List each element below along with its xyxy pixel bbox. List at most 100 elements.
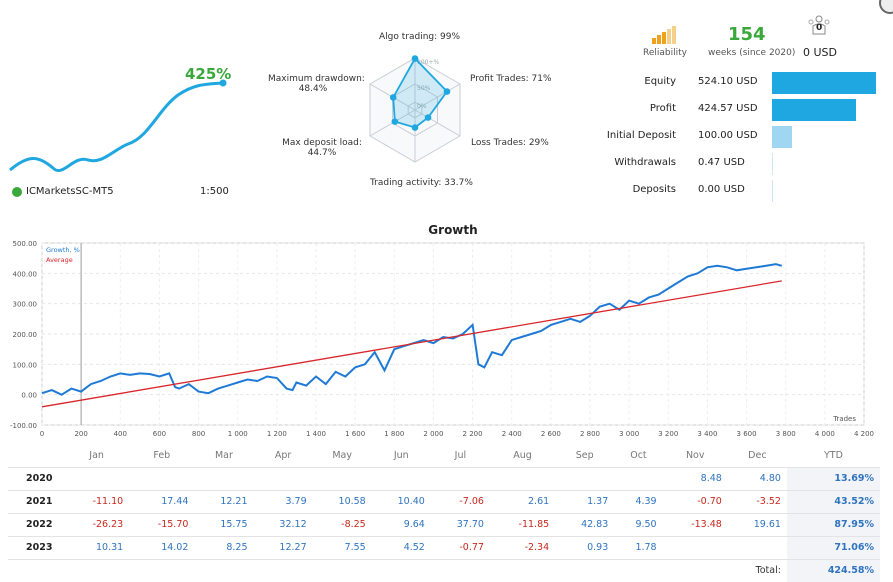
year-cell: 2021: [8, 489, 64, 513]
table-header-row: Jan Feb Mar Apr May Jun Jul Aug Sep Oct Nov Dec YTD: [8, 444, 880, 467]
x-tick-label: 4 000: [815, 430, 835, 438]
month-cell: [430, 466, 490, 490]
y-tick-label: 0.00: [21, 392, 37, 400]
monthly-returns-table: Jan Feb Mar Apr May Jun Jul Aug Sep Oct Nov Dec YTD 2…: [8, 444, 880, 582]
month-cell: 10.58: [312, 489, 372, 513]
stat-value: 100.00 USD: [698, 130, 758, 141]
month-cell: 10.40: [371, 489, 431, 513]
column-header: Feb: [153, 449, 171, 461]
y-tick-label: -100.00: [10, 422, 37, 430]
x-tick-label: 0: [40, 430, 44, 438]
x-tick-label: 400: [114, 430, 127, 438]
month-cell: -2.34: [489, 535, 556, 559]
total-row: Total: 424.58%: [8, 558, 880, 582]
x-tick-label: 1 600: [345, 430, 365, 438]
radar-max-drawdown-value: 48.4%: [298, 84, 328, 94]
month-cell: -11.85: [489, 512, 556, 536]
radar-axis: [414, 83, 461, 111]
mini-growth-line: [9, 81, 224, 172]
column-header: Jun: [393, 449, 409, 461]
month-cell: -26.23: [64, 512, 130, 536]
x-tick-label: 2 800: [580, 430, 600, 438]
stat-row-profit: Profit 424.57 USD: [600, 99, 880, 121]
stat-bar: [772, 99, 857, 121]
column-header: Jul: [454, 449, 467, 461]
total-label: Total:: [727, 558, 787, 582]
radar-point-loss-trades: [424, 114, 432, 121]
radar-point-trading-activity: [411, 124, 419, 131]
stat-label: Equity: [644, 76, 676, 87]
year-cell: 2023: [8, 535, 64, 559]
radar-loss-trades: Loss Trades: 29%: [471, 138, 549, 148]
radar-max-deposit-load: Max deposit load: 44.7%: [282, 138, 362, 158]
stat-label: Profit: [649, 103, 676, 114]
month-cell: 19.61: [727, 512, 787, 536]
month-cell: 12.21: [194, 489, 254, 513]
mini-growth-endpoint: [219, 79, 227, 87]
x-tick-label: 2 200: [463, 430, 483, 438]
year-cell: 2020: [8, 466, 64, 490]
x-tick-label: 3 600: [737, 430, 757, 438]
column-header: Mar: [214, 449, 233, 461]
close-icon[interactable]: [879, 0, 893, 14]
column-header: Aug: [513, 449, 532, 461]
radar-ring-label: 0%: [417, 103, 427, 110]
x-axis-label: Trades: [832, 415, 856, 423]
verified-icon: [12, 187, 22, 197]
leverage-value: 1:500: [200, 186, 229, 197]
month-cell: 17.44: [129, 489, 195, 513]
month-cell: [555, 466, 615, 490]
month-cell: [489, 466, 556, 490]
month-cell: -11.10: [64, 489, 130, 513]
gain-value: 425%: [185, 65, 232, 83]
x-tick-label: 1 800: [384, 430, 404, 438]
weeks-label: weeks (since 2020): [708, 48, 796, 58]
radar-max-drawdown: Maximum drawdown: 48.4%: [268, 74, 365, 94]
month-cell: [129, 466, 195, 490]
month-cell: 32.12: [253, 512, 313, 536]
month-cell: -8.25: [312, 512, 372, 536]
radar-algo-trading: Algo trading: 99%: [379, 32, 461, 42]
x-tick-label: 2 000: [423, 430, 443, 438]
month-cell: [727, 535, 787, 559]
year-cell: 2022: [8, 512, 64, 536]
mini-growth-chart: [9, 79, 227, 172]
radar-chart: 100+% 50% 0%: [369, 55, 461, 163]
reliability-label: Reliability: [643, 48, 687, 58]
ytd-cell: 71.06%: [786, 535, 880, 559]
subscribers-icon: [808, 14, 830, 36]
month-cell: -0.77: [430, 535, 490, 559]
x-tick-label: 1 200: [267, 430, 287, 438]
radar-trading-activity: Trading activity: 33.7%: [370, 178, 473, 188]
legend-entry: Average: [46, 256, 73, 264]
growth-chart: Growth -100.00 0.00 100.00 200.00 300.00 400.0…: [10, 223, 874, 438]
stat-bar: [772, 180, 773, 202]
x-tick-label: 600: [153, 430, 166, 438]
month-cell: -13.48: [662, 512, 728, 536]
legend-entry: Growth, %: [46, 246, 80, 254]
column-header: Oct: [630, 449, 647, 461]
stat-label: Deposits: [632, 184, 676, 195]
y-tick-label: 100.00: [13, 361, 38, 369]
radar-axis: [414, 109, 461, 137]
stat-label: Withdrawals: [614, 157, 676, 168]
stat-row-withdrawals: Withdrawals 0.47 USD: [600, 153, 880, 175]
month-cell: 0.93: [555, 535, 615, 559]
radar-profit-trades: Profit Trades: 71%: [470, 74, 552, 84]
month-cell: [662, 535, 728, 559]
column-header: Dec: [748, 449, 767, 461]
broker-name[interactable]: ICMarketsSC-MT5: [26, 186, 114, 197]
column-header: Apr: [274, 449, 292, 461]
ytd-cell: 87.95%: [786, 512, 880, 536]
x-tick-label: 2 400: [502, 430, 522, 438]
month-cell: 2.61: [489, 489, 556, 513]
month-cell: [253, 466, 313, 490]
column-header: Sep: [575, 449, 594, 461]
month-cell: 15.75: [194, 512, 254, 536]
x-tick-label: 3 200: [658, 430, 678, 438]
ytd-cell: 13.69%: [786, 466, 880, 490]
month-cell: 7.55: [312, 535, 372, 559]
table-row: 2022 -26.23 -15.70 15.75 32.12 -8.25 9.64 37.70…: [8, 512, 880, 536]
x-tick-label: 1 400: [306, 430, 326, 438]
month-cell: 37.70: [430, 512, 490, 536]
